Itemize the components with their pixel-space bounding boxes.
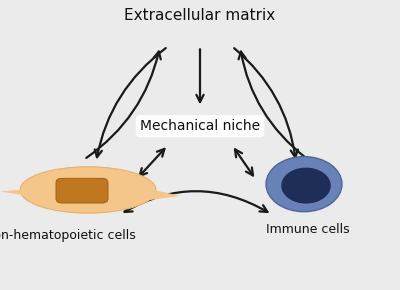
Text: Mechanical niche: Mechanical niche xyxy=(140,119,260,133)
Ellipse shape xyxy=(20,167,156,213)
Text: Non-hematopoietic cells: Non-hematopoietic cells xyxy=(0,229,136,242)
Polygon shape xyxy=(140,187,180,202)
Circle shape xyxy=(266,157,342,212)
Circle shape xyxy=(281,168,331,204)
Polygon shape xyxy=(0,188,36,197)
FancyBboxPatch shape xyxy=(56,178,108,203)
Text: Immune cells: Immune cells xyxy=(266,223,350,236)
Text: Extracellular matrix: Extracellular matrix xyxy=(124,8,276,23)
